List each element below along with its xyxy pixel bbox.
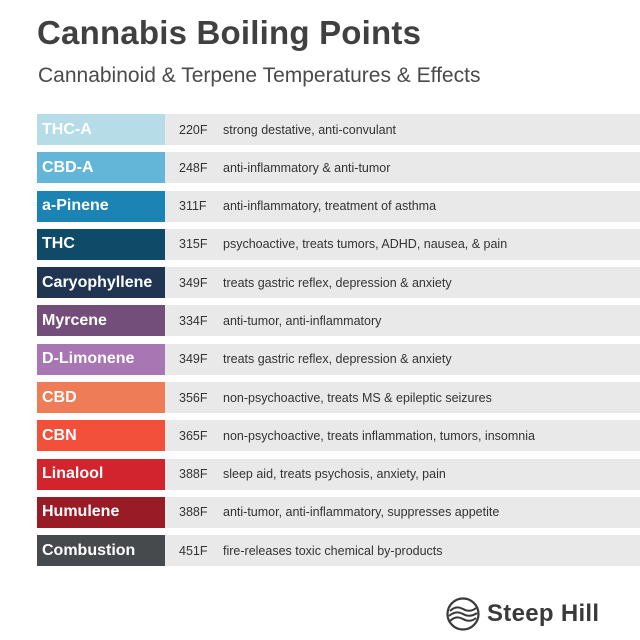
compound-effect: treats gastric reflex, depression & anxi… <box>223 352 452 367</box>
page-title: Cannabis Boiling Points <box>37 14 422 51</box>
compound-effect: treats gastric reflex, depression & anxi… <box>223 275 452 290</box>
compound-effect: fire-releases toxic chemical by-products <box>223 543 443 558</box>
compound-name: CBD <box>37 382 165 414</box>
compound-effect: non-psychoactive, treats inflammation, t… <box>223 428 535 443</box>
compound-name: CBN <box>37 420 165 452</box>
boiling-temperature: 315F <box>179 237 208 252</box>
boiling-temperature: 388F <box>179 505 208 520</box>
table-row: THC 315F psychoactive, treats tumors, AD… <box>37 228 640 260</box>
table-row: Linalool 388F sleep aid, treats psychosi… <box>37 458 640 490</box>
compound-name: Myrcene <box>37 305 165 337</box>
boiling-temperature: 349F <box>179 275 208 290</box>
table-row: Combustion 451F fire-releases toxic chem… <box>37 535 640 567</box>
compound-name: THC <box>37 228 165 260</box>
compound-name: THC-A <box>37 114 165 145</box>
compound-effect: anti-inflammatory, treatment of asthma <box>223 199 437 214</box>
boiling-temperature: 451F <box>179 543 208 558</box>
compound-name: CBD-A <box>37 152 165 184</box>
table-row: CBN 365F non-psychoactive, treats inflam… <box>37 420 640 452</box>
boiling-temperature: 349F <box>179 352 208 367</box>
table-row: a-Pinene 311F anti-inflammatory, treatme… <box>37 190 640 222</box>
compound-name: Linalool <box>37 458 165 490</box>
compound-name: Caryophyllene <box>37 267 165 299</box>
table-row: D-Limonene 349F treats gastric reflex, d… <box>37 343 640 375</box>
boiling-temperature: 388F <box>179 467 208 482</box>
table-row: CBD 356F non-psychoactive, treats MS & e… <box>37 382 640 414</box>
steep-hill-logo[interactable]: Steep Hill <box>446 596 599 632</box>
boiling-temperature: 311F <box>179 199 207 214</box>
logo-text: Steep Hill <box>487 600 600 627</box>
boiling-temperature: 365F <box>179 428 208 443</box>
compound-name: a-Pinene <box>37 190 165 222</box>
boiling-temperature: 220F <box>179 122 208 137</box>
table-row: CBD-A 248F anti-inflammatory & anti-tumo… <box>37 152 640 184</box>
table-row: THC-A 220F strong destative, anti-convul… <box>37 114 640 145</box>
compound-effect: non-psychoactive, treats MS & epileptic … <box>223 390 492 405</box>
compound-effect: anti-tumor, anti-inflammatory, suppresse… <box>223 505 500 520</box>
compound-name: D-Limonene <box>37 343 165 375</box>
boiling-temperature: 334F <box>179 313 208 328</box>
steep-hill-logo-icon <box>446 597 480 631</box>
compound-effect: sleep aid, treats psychosis, anxiety, pa… <box>223 467 446 482</box>
table-row: Humulene 388F anti-tumor, anti-inflammat… <box>37 496 640 528</box>
table-row: Caryophyllene 349F treats gastric reflex… <box>37 267 640 299</box>
compound-effect: strong destative, anti-convulant <box>223 122 397 137</box>
compound-name: Humulene <box>37 496 165 528</box>
boiling-temperature: 356F <box>179 390 208 405</box>
compound-effect: anti-tumor, anti-inflammatory <box>223 313 382 328</box>
page-subtitle: Cannabinoid & Terpene Temperatures & Eff… <box>38 64 481 87</box>
boiling-temperature: 248F <box>179 160 208 175</box>
compound-effect: anti-inflammatory & anti-tumor <box>223 160 391 175</box>
compound-effect: psychoactive, treats tumors, ADHD, nause… <box>223 237 508 252</box>
compound-name: Combustion <box>37 535 165 567</box>
boiling-points-table: THC-A 220F strong destative, anti-convul… <box>37 114 640 574</box>
table-row: Myrcene 334F anti-tumor, anti-inflammato… <box>37 305 640 337</box>
